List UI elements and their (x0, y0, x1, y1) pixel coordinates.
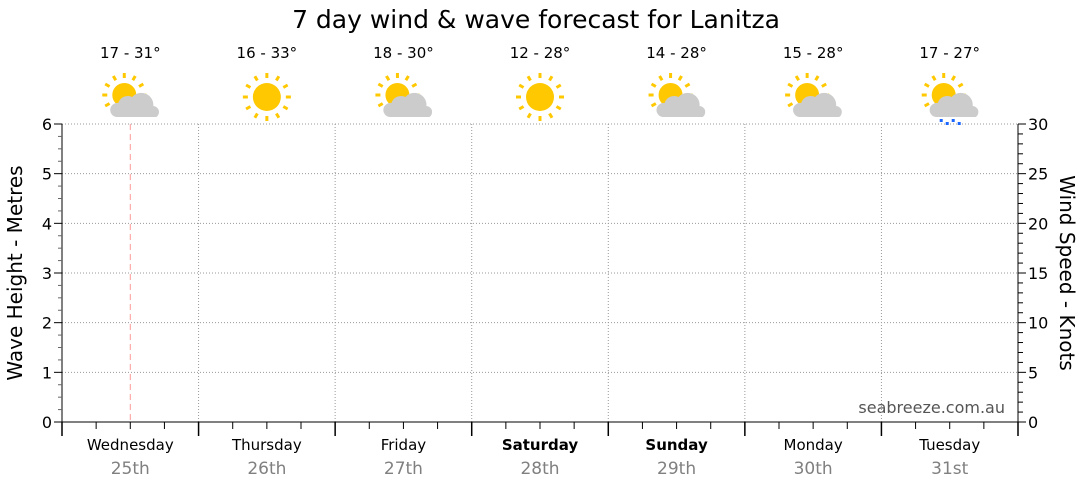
sun-ray (245, 105, 252, 111)
temperature-range: 17 - 31° (100, 44, 161, 62)
x-tick-label-date: 25th (111, 459, 150, 479)
temperature-range: 18 - 30° (373, 44, 434, 62)
sun-disc (526, 83, 554, 111)
x-tick-label-day: Tuesday (918, 436, 980, 454)
y-tick-label-right: 10 (1028, 314, 1048, 333)
sun-ray (957, 82, 964, 88)
x-tick-label-date: 31st (931, 459, 968, 479)
sun-ray (658, 75, 664, 82)
partly-cloudy-icon (648, 73, 706, 117)
partly-cloudy-icon (375, 73, 433, 117)
x-tick-label-date: 26th (247, 459, 286, 479)
sun-ray (787, 102, 794, 108)
cloud-shape (793, 92, 842, 117)
sun-ray (526, 112, 532, 119)
sun-ray (526, 75, 532, 82)
sun-ray (650, 102, 657, 108)
sun-ray (950, 75, 957, 82)
rain-drop (951, 119, 955, 122)
rain-drop (957, 122, 961, 125)
sun-ray (377, 102, 384, 108)
sun-disc (252, 83, 281, 111)
sun-ray (138, 82, 145, 88)
sun-ray (245, 83, 252, 89)
temperature-range: 12 - 28° (510, 44, 571, 62)
sun-ray (548, 75, 554, 82)
x-tick-label-date: 27th (384, 459, 423, 479)
x-tick-label-day: Wednesday (87, 436, 174, 454)
sun-ray (104, 82, 111, 88)
sun-ray (555, 83, 562, 89)
y-tick-label-left: 6 (42, 115, 52, 134)
sun-ray (821, 82, 827, 88)
x-tick-label-day: Friday (381, 436, 427, 454)
y-tick-label-right: 30 (1028, 115, 1048, 134)
y-tick-label-left: 0 (42, 413, 52, 432)
sun-ray (548, 112, 554, 119)
y-tick-label-left: 4 (42, 214, 52, 233)
sun-ray (111, 75, 118, 82)
y-tick-label-right: 5 (1028, 363, 1038, 382)
sun-ray (931, 75, 937, 82)
sun-ray (555, 105, 562, 111)
cloud-shape (110, 92, 159, 117)
y-tick-label-left: 1 (42, 363, 52, 382)
sun-ray (253, 75, 259, 82)
y-tick-label-right: 20 (1028, 214, 1048, 233)
sun-ray (923, 102, 930, 108)
sun-ray (275, 112, 281, 119)
sun-ray (282, 83, 289, 89)
sun-ray (684, 82, 691, 88)
partly-cloudy-icon (102, 73, 159, 117)
sun-ray (677, 75, 683, 82)
y-tick-label-right: 0 (1028, 413, 1038, 432)
sun-ray (814, 75, 820, 82)
sun-ray (131, 75, 137, 82)
temperature-range: 17 - 27° (919, 44, 980, 62)
y-axis-label-left: Wave Height - Metres (3, 165, 27, 380)
x-tick-label-date: 28th (520, 459, 559, 479)
sun-ray (404, 75, 410, 82)
x-tick-label-day: Sunday (645, 436, 708, 454)
chart-title: 7 day wind & wave forecast for Lanitza (292, 5, 780, 34)
sun-ray (787, 82, 794, 88)
temperature-range: 15 - 28° (783, 44, 844, 62)
cloud-shape (383, 92, 433, 117)
x-tick-label-date: 29th (657, 459, 696, 479)
rain-drop (945, 122, 949, 125)
x-tick-label-day: Thursday (231, 436, 302, 454)
partly-cloudy-icon (785, 73, 842, 117)
sun-ray (518, 83, 525, 89)
x-tick-label-date: 30th (794, 459, 833, 479)
sun-ray (518, 105, 525, 111)
y-tick-label-right: 25 (1028, 165, 1048, 184)
x-tick-label-day: Saturday (502, 436, 579, 454)
sun-ray (275, 75, 281, 82)
rain-drop (939, 119, 943, 122)
y-tick-label-left: 3 (42, 264, 52, 283)
sun-ray (923, 82, 930, 88)
cloud-shape (929, 92, 979, 117)
temperature-range: 14 - 28° (646, 44, 707, 62)
sunny-icon (516, 73, 564, 121)
sun-ray (104, 102, 111, 108)
x-tick-label-day: Monday (784, 436, 843, 454)
y-tick-label-right: 15 (1028, 264, 1048, 283)
y-tick-label-left: 2 (42, 314, 52, 333)
sun-ray (282, 105, 289, 111)
sun-ray (377, 82, 384, 88)
sunny-icon (242, 73, 291, 121)
y-axis-label-right: Wind Speed - Knots (1055, 175, 1079, 371)
sun-ray (794, 75, 800, 82)
sun-ray (411, 82, 418, 88)
watermark: seabreeze.com.au (858, 398, 1005, 417)
sun-ray (385, 75, 391, 82)
sun-ray (650, 82, 657, 88)
temperature-range: 16 - 33° (237, 44, 298, 62)
sun-ray (253, 112, 259, 119)
cloud-shape (656, 92, 706, 117)
partly-cloudy-showers-icon (921, 73, 979, 125)
y-tick-label-left: 5 (42, 165, 52, 184)
